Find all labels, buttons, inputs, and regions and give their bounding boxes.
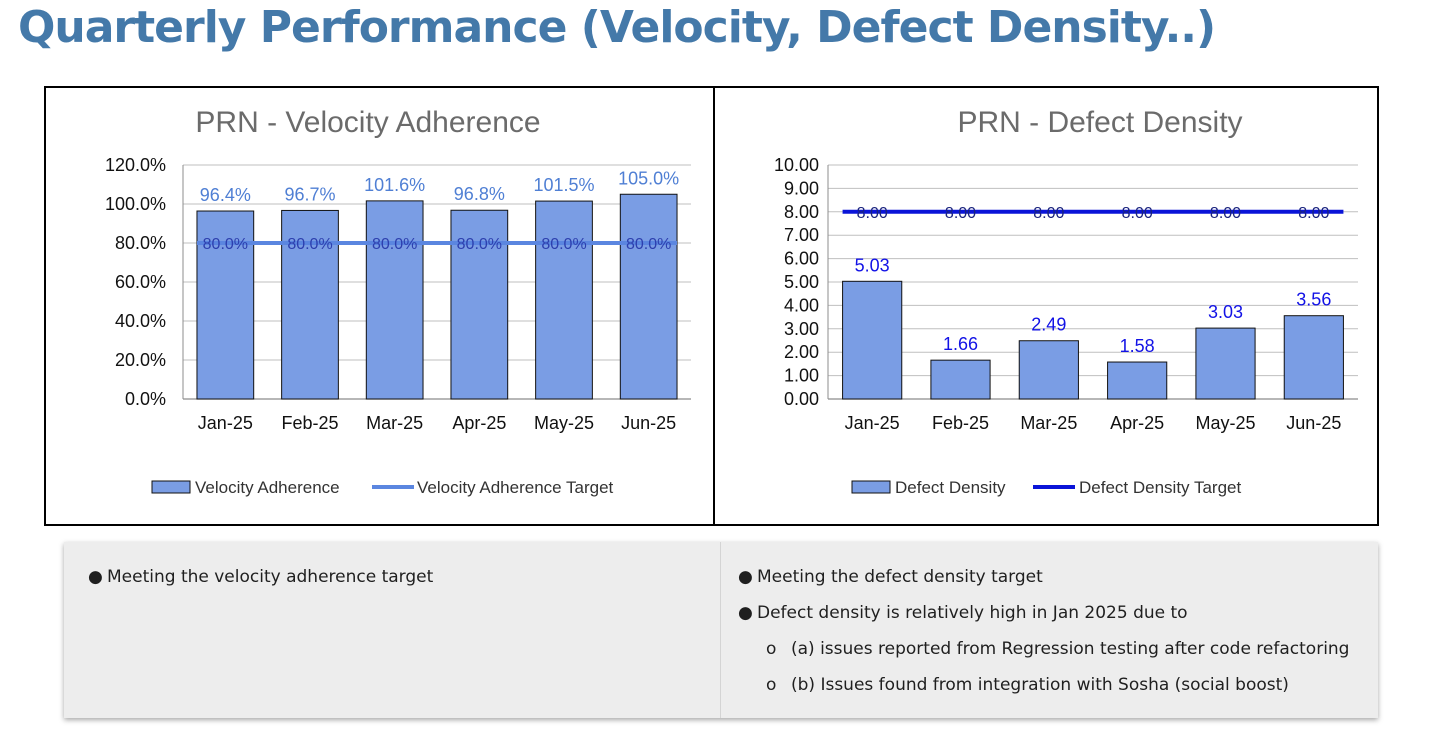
bullet-text: (a) issues reported from Regression test…	[791, 639, 1350, 659]
chart-title: PRN - Velocity Adherence	[195, 106, 540, 139]
x-tick-label: Feb-25	[281, 413, 338, 433]
target-data-label: 80.0%	[457, 236, 502, 253]
bar-data-label: 2.49	[1031, 315, 1066, 335]
bar-data-label: 3.56	[1296, 290, 1331, 310]
bar-data-label: 3.03	[1208, 302, 1243, 322]
target-data-label: 80.0%	[626, 236, 671, 253]
bullet-item: ● Meeting the defect density target	[738, 566, 1368, 602]
x-tick-label: May-25	[534, 413, 594, 433]
bullet-item: ● Defect density is relatively high in Ja…	[738, 602, 1368, 638]
bullet-text: (b) Issues found from integration with S…	[791, 675, 1289, 695]
y-tick-label: 2.00	[784, 342, 819, 362]
y-tick-label: 6.00	[784, 249, 819, 269]
legend-bar-label: Velocity Adherence	[195, 478, 340, 497]
page-title: Quarterly Performance (Velocity, Defect …	[18, 2, 1216, 53]
y-tick-label: 80.0%	[115, 233, 166, 253]
chart-title: PRN - Defect Density	[957, 106, 1242, 139]
notes-divider	[720, 542, 721, 718]
y-tick-label: 60.0%	[115, 272, 166, 292]
bullet-text: Meeting the defect density target	[757, 567, 1043, 587]
y-tick-label: 10.00	[774, 155, 819, 175]
target-data-label: 8.00	[857, 205, 888, 222]
legend-bar-swatch	[151, 480, 191, 494]
y-tick-label: 7.00	[784, 225, 819, 245]
bar-data-label: 101.5%	[533, 175, 594, 195]
bar-data-label: 105.0%	[618, 168, 679, 188]
bullet-text: Meeting the velocity adherence target	[107, 567, 434, 587]
x-tick-label: Mar-25	[366, 413, 423, 433]
y-tick-label: 8.00	[784, 202, 819, 222]
bar	[365, 200, 424, 400]
x-tick-label: Jan-25	[198, 413, 253, 433]
y-tick-label: 20.0%	[115, 350, 166, 370]
bar	[619, 193, 678, 400]
bullet-text: Defect density is relatively high in Jan…	[757, 603, 1188, 623]
y-tick-label: 0.00	[784, 389, 819, 409]
target-data-label: 8.00	[1298, 205, 1329, 222]
bullet-icon: ●	[738, 567, 753, 587]
y-tick-label: 5.00	[784, 272, 819, 292]
bar	[535, 200, 593, 400]
bar-data-label: 101.6%	[364, 175, 425, 195]
bar	[842, 280, 903, 400]
sub-bullet-item: o (b) Issues found from integration with …	[766, 674, 1368, 710]
bullet-icon: ●	[88, 567, 103, 587]
legend-bar-label: Defect Density	[895, 478, 1006, 497]
y-tick-label: 4.00	[784, 295, 819, 315]
x-tick-label: Jun-25	[1286, 413, 1341, 433]
x-tick-label: Jan-25	[845, 413, 900, 433]
bar	[1283, 315, 1344, 400]
x-tick-label: Apr-25	[452, 413, 506, 433]
target-data-label: 80.0%	[372, 236, 417, 253]
bar-data-label: 5.03	[855, 255, 890, 275]
bullet-item: ● Meeting the velocity adherence target	[88, 566, 708, 602]
bar-data-label: 96.7%	[284, 184, 335, 204]
velocity-adherence-chart: PRN - Velocity Adherence 120.0% 100.0% 80.0…	[105, 106, 691, 497]
hollow-bullet-icon: o	[766, 675, 777, 695]
target-data-label: 8.00	[1210, 205, 1241, 222]
legend-bar-swatch	[851, 480, 891, 494]
y-tick-label: 0.0%	[125, 389, 166, 409]
x-tick-label: Mar-25	[1020, 413, 1077, 433]
target-data-label: 80.0%	[203, 236, 248, 253]
chart-divider	[713, 88, 715, 524]
y-tick-label: 40.0%	[115, 311, 166, 331]
bar	[930, 359, 991, 400]
legend-line-label: Defect Density Target	[1079, 478, 1241, 497]
legend-line-label: Velocity Adherence Target	[417, 478, 614, 497]
target-data-label: 80.0%	[541, 236, 586, 253]
sub-bullet-item: o (a) issues reported from Regression tes…	[766, 638, 1368, 674]
bar-data-label: 1.58	[1120, 336, 1155, 356]
y-tick-label: 9.00	[784, 178, 819, 198]
x-tick-label: May-25	[1195, 413, 1255, 433]
bullet-icon: ●	[738, 603, 753, 623]
notes-left-column: ● Meeting the velocity adherence target	[88, 566, 708, 602]
bar	[1107, 361, 1168, 400]
notes-panel: ● Meeting the velocity adherence target ●…	[64, 542, 1378, 718]
hollow-bullet-icon: o	[766, 639, 777, 659]
bar-data-label: 1.66	[943, 334, 978, 354]
y-tick-label: 120.0%	[105, 155, 166, 175]
charts-frame: PRN - Velocity Adherence 120.0% 100.0% 80.0…	[44, 86, 1379, 526]
target-data-label: 8.00	[1033, 205, 1064, 222]
bar-data-label: 96.4%	[200, 185, 251, 205]
target-data-label: 8.00	[945, 205, 976, 222]
y-tick-label: 3.00	[784, 319, 819, 339]
defect-density-chart: PRN - Defect Density 10.00 9.00 8.00 7.00 6.0…	[774, 106, 1358, 497]
y-tick-label: 100.0%	[105, 194, 166, 214]
bar	[1018, 340, 1079, 400]
x-tick-label: Apr-25	[1110, 413, 1164, 433]
x-tick-label: Feb-25	[932, 413, 989, 433]
bar-data-label: 96.8%	[454, 184, 505, 204]
target-data-label: 8.00	[1122, 205, 1153, 222]
y-tick-label: 1.00	[784, 366, 819, 386]
notes-right-column: ● Meeting the defect density target ● Defec…	[738, 566, 1368, 710]
target-data-label: 80.0%	[287, 236, 332, 253]
x-tick-label: Jun-25	[621, 413, 676, 433]
bar	[1195, 327, 1256, 400]
